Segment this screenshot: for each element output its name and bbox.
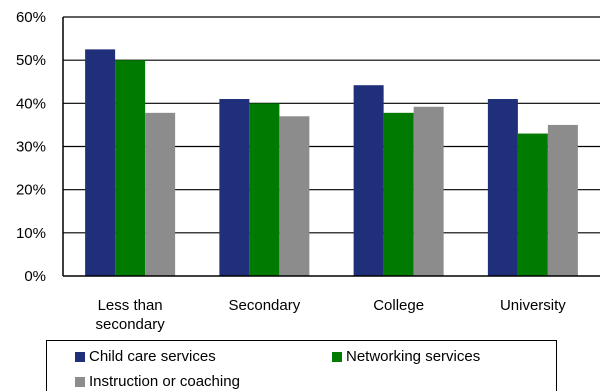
x-axis-category-labels: Less than secondary Secondary College Univer…	[96, 297, 567, 333]
y-tick-label: 0%	[24, 268, 46, 285]
x-category-label: University	[500, 297, 566, 314]
x-category-label: Secondary	[229, 297, 301, 314]
bar	[279, 116, 310, 277]
legend-label-networking: Networking services	[346, 348, 481, 365]
y-tick-label: 20%	[16, 182, 46, 199]
y-tick-label: 50%	[16, 52, 46, 69]
y-tick-label: 10%	[16, 225, 46, 242]
y-tick-label: 30%	[16, 139, 46, 156]
x-category-label: Less than	[98, 297, 163, 314]
bar	[383, 112, 414, 276]
legend-item-instruction: Instruction or coaching	[75, 373, 240, 390]
bar	[413, 106, 444, 276]
bar	[219, 99, 250, 277]
bar	[547, 124, 578, 277]
bar	[115, 60, 146, 276]
bar-chart: 0% 10% 20% 30% 40% 50% 60% Less than secondary S…	[16, 9, 600, 333]
legend: Child care services Networking services …	[46, 340, 557, 391]
legend-label-instruction: Instruction or coaching	[89, 373, 240, 390]
y-tick-label: 60%	[16, 9, 46, 26]
x-category-label: College	[373, 297, 424, 314]
legend-swatch-instruction	[75, 376, 85, 387]
bar	[517, 133, 548, 276]
legend-item-child-care: Child care services	[75, 348, 216, 365]
y-axis-tick-labels: 0% 10% 20% 30% 40% 50% 60%	[16, 9, 46, 285]
y-tick-label: 40%	[16, 95, 46, 112]
legend-swatch-child-care	[75, 351, 85, 362]
legend-item-networking: Networking services	[332, 348, 480, 365]
bar	[145, 112, 176, 276]
bar	[353, 85, 384, 276]
bar	[487, 99, 518, 277]
legend-swatch-networking	[332, 351, 342, 362]
bars	[85, 49, 578, 277]
bar	[249, 103, 280, 276]
x-category-label: secondary	[96, 316, 166, 333]
legend-label-child-care: Child care services	[89, 348, 216, 365]
bar	[85, 49, 116, 276]
